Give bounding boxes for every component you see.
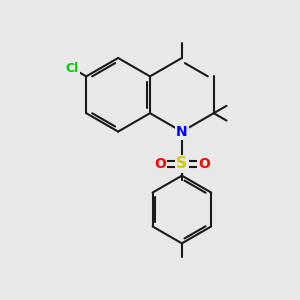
- Text: O: O: [154, 157, 166, 171]
- Text: S: S: [176, 157, 188, 172]
- Text: N: N: [176, 124, 188, 139]
- Text: Cl: Cl: [66, 62, 79, 75]
- Text: O: O: [198, 157, 210, 171]
